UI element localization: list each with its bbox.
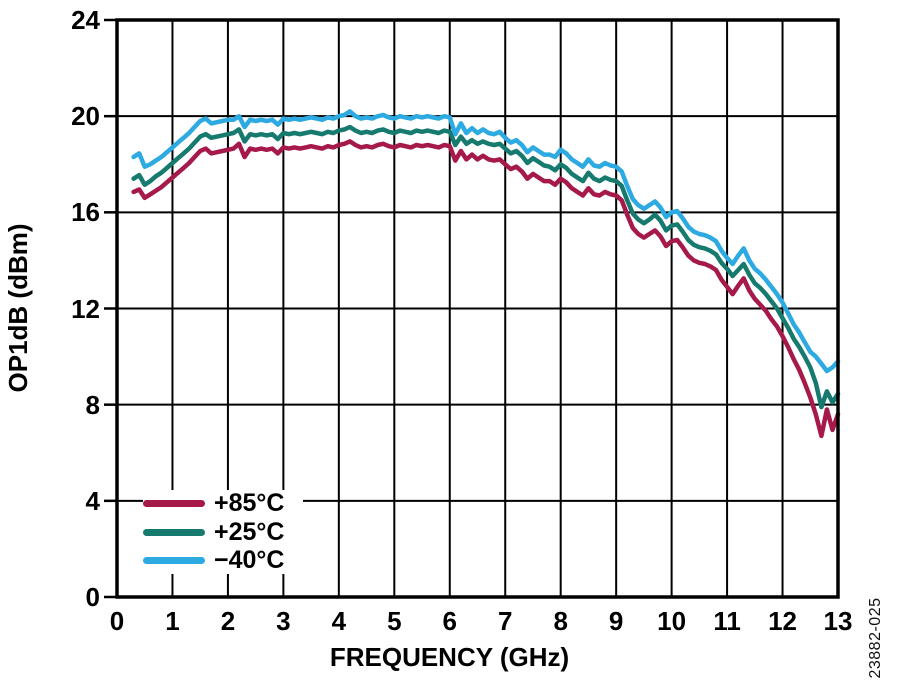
legend-item-25c: +25°C xyxy=(143,517,303,546)
y-tick-label: 24 xyxy=(71,5,100,35)
legend-line-minus40c-icon xyxy=(143,557,205,564)
axis-ticks xyxy=(104,18,117,599)
x-tick-label: 12 xyxy=(768,606,797,636)
x-tick-label: 10 xyxy=(657,606,687,636)
figure-number-watermark: 23882-025 xyxy=(867,597,884,679)
x-tick-label: 6 xyxy=(442,606,457,636)
y-tick-label: 16 xyxy=(71,197,100,228)
curve-25C xyxy=(131,124,841,410)
x-tick-label: 0 xyxy=(109,606,125,636)
y-tick-label: 0 xyxy=(85,582,100,612)
x-tick-label: 1 xyxy=(165,606,180,636)
legend-line-85c-icon xyxy=(143,500,205,507)
x-tick-label: 7 xyxy=(497,606,513,636)
x-tick-label: 2 xyxy=(220,606,236,636)
curve-40C xyxy=(131,109,841,374)
legend: +85°C +25°C −40°C xyxy=(143,490,303,574)
data-curves xyxy=(131,109,841,439)
x-tick-label: 11 xyxy=(713,606,741,636)
y-axis-title: OP1dB (dBm) xyxy=(3,223,33,393)
x-tick-label: 13 xyxy=(823,606,853,636)
legend-item-85c: +85°C xyxy=(143,491,303,516)
x-tick-label: 4 xyxy=(331,606,347,636)
legend-label-85c: +85°C xyxy=(214,489,285,517)
x-tick-label: 3 xyxy=(276,606,291,636)
y-tick-label: 20 xyxy=(71,101,100,132)
legend-item-minus40c: −40°C xyxy=(143,548,303,573)
legend-label-minus40c: −40°C xyxy=(214,546,285,574)
y-tick-label: 12 xyxy=(71,293,100,324)
plot-frame xyxy=(115,18,840,599)
legend-line-25c-icon xyxy=(143,528,205,536)
x-tick-label: 9 xyxy=(608,606,624,636)
x-tick-label: 8 xyxy=(553,606,568,636)
curve-85C xyxy=(131,139,841,439)
legend-label-25c: +25°C xyxy=(214,517,285,546)
x-tick-label: 5 xyxy=(387,606,402,636)
y-tick-label: 4 xyxy=(85,485,100,516)
y-tick-label: 8 xyxy=(85,389,100,420)
x-axis-title: FREQUENCY (GHz) xyxy=(329,642,570,672)
